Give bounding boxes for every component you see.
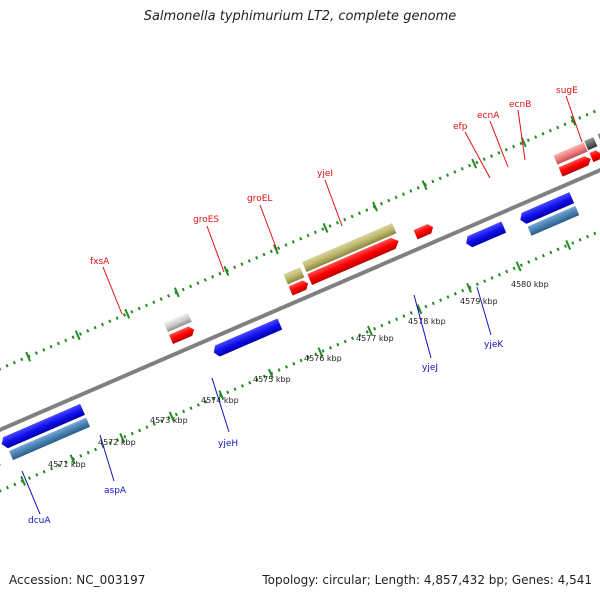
gene-label-ecnA[interactable]: ecnA xyxy=(477,111,500,121)
reverse-tick-line xyxy=(0,191,600,512)
gene-efp[interactable] xyxy=(553,142,588,165)
gene-label-fxsA[interactable]: fxsA xyxy=(90,257,110,267)
major-tick xyxy=(421,180,428,191)
gene-ecnA-cds[interactable] xyxy=(589,149,600,163)
kbp-label: 4572 kbp xyxy=(98,438,136,447)
major-tick xyxy=(20,475,26,486)
major-tick xyxy=(317,347,324,358)
gene-label-yjeJ[interactable]: yjeJ xyxy=(422,363,438,373)
kbp-label: 4576 kbp xyxy=(304,354,342,363)
major-tick xyxy=(372,201,378,212)
gene-fxsA-cds[interactable] xyxy=(169,325,196,345)
kbp-label: 4578 kbp xyxy=(408,317,446,326)
major-tick xyxy=(515,261,522,272)
gene-groES-cds[interactable] xyxy=(288,279,310,296)
gene-aspA-bar[interactable] xyxy=(9,417,91,461)
gene-label-yjeH[interactable]: yjeH xyxy=(218,439,238,449)
kbp-label: 4574 kbp xyxy=(201,396,239,405)
major-tick xyxy=(565,239,572,250)
leader-line xyxy=(565,95,583,143)
gene-label-ecnB[interactable]: ecnB xyxy=(509,100,531,110)
leader-line xyxy=(517,109,526,161)
gene-groEL[interactable] xyxy=(302,223,397,273)
leader-line xyxy=(476,286,492,336)
accession-text: Accession: NC_003197 xyxy=(9,573,146,587)
major-tick xyxy=(322,222,329,233)
gene-label-yjeI[interactable]: yjeI xyxy=(317,169,333,179)
gene-dcuA-bar[interactable] xyxy=(0,456,2,490)
major-tick xyxy=(273,244,279,255)
leader-line xyxy=(259,204,278,251)
kbp-label: 4579 kbp xyxy=(460,297,498,306)
leader-line xyxy=(99,434,115,482)
leader-line xyxy=(413,294,432,359)
gene-yjeK-bar[interactable] xyxy=(527,205,580,236)
gene-label-yjeK[interactable]: yjeK xyxy=(484,340,504,350)
major-tick xyxy=(223,265,230,276)
gene-yjeH[interactable] xyxy=(211,318,283,358)
genome-backbone xyxy=(0,139,600,461)
gene-label-dcuA[interactable]: dcuA xyxy=(28,516,51,526)
gene-groES[interactable] xyxy=(283,267,305,285)
kbp-label: 4575 kbp xyxy=(253,375,291,384)
leader-line xyxy=(211,377,230,433)
major-tick xyxy=(367,325,373,336)
gene-efp-cds[interactable] xyxy=(558,154,593,177)
major-tick xyxy=(218,390,225,401)
reverse-gene-labels: dcuA aspA yjeH yjeJ yjeK xyxy=(21,286,504,526)
major-tick xyxy=(25,351,32,362)
major-tick xyxy=(466,282,472,293)
kbp-scale: 4571 kbp 4572 kbp 4573 kbp 4574 kbp 4575… xyxy=(48,280,549,469)
major-tick xyxy=(124,308,131,319)
major-tick xyxy=(570,115,577,126)
gene-groEL-cds[interactable] xyxy=(307,235,401,285)
gene-label-efp[interactable]: efp xyxy=(453,122,468,132)
major-tick xyxy=(119,432,126,443)
leader-line xyxy=(464,131,491,179)
gene-label-sugE[interactable]: sugE xyxy=(556,86,578,96)
leader-line xyxy=(489,120,509,168)
major-tick xyxy=(471,158,478,169)
gene-yjeJ[interactable] xyxy=(464,221,507,249)
gene-label-groES[interactable]: groES xyxy=(193,215,219,225)
major-tick xyxy=(74,330,81,341)
major-tick xyxy=(173,287,180,298)
major-tick xyxy=(267,368,274,379)
gene-yjeK[interactable] xyxy=(518,192,575,225)
gene-label-groEL[interactable]: groEL xyxy=(247,194,272,204)
gene-yjeI[interactable] xyxy=(413,223,435,240)
gene-label-aspA[interactable]: aspA xyxy=(104,486,127,496)
kbp-label: 4577 kbp xyxy=(356,334,394,343)
leader-line xyxy=(102,266,123,315)
leader-line xyxy=(21,470,41,515)
kbp-label: 4571 kbp xyxy=(48,460,86,469)
kbp-label: 4580 kbp xyxy=(511,280,549,289)
genome-summary-text: Topology: circular; Length: 4,857,432 bp… xyxy=(262,573,592,587)
major-tick xyxy=(416,304,423,315)
major-tick xyxy=(69,454,76,465)
kbp-label: 4573 kbp xyxy=(150,416,188,425)
gene-ecnA[interactable] xyxy=(584,137,598,151)
major-tick xyxy=(168,411,175,422)
leader-line xyxy=(324,179,343,227)
gene-aspA[interactable] xyxy=(0,403,85,450)
map-title: Salmonella typhimurium LT2, complete gen… xyxy=(143,9,457,24)
gene-fxsA[interactable] xyxy=(163,312,192,333)
forward-gene-labels: fxsA groES groEL yjeI efp ecnA ecnB sugE xyxy=(90,86,583,315)
leader-line xyxy=(206,225,225,273)
